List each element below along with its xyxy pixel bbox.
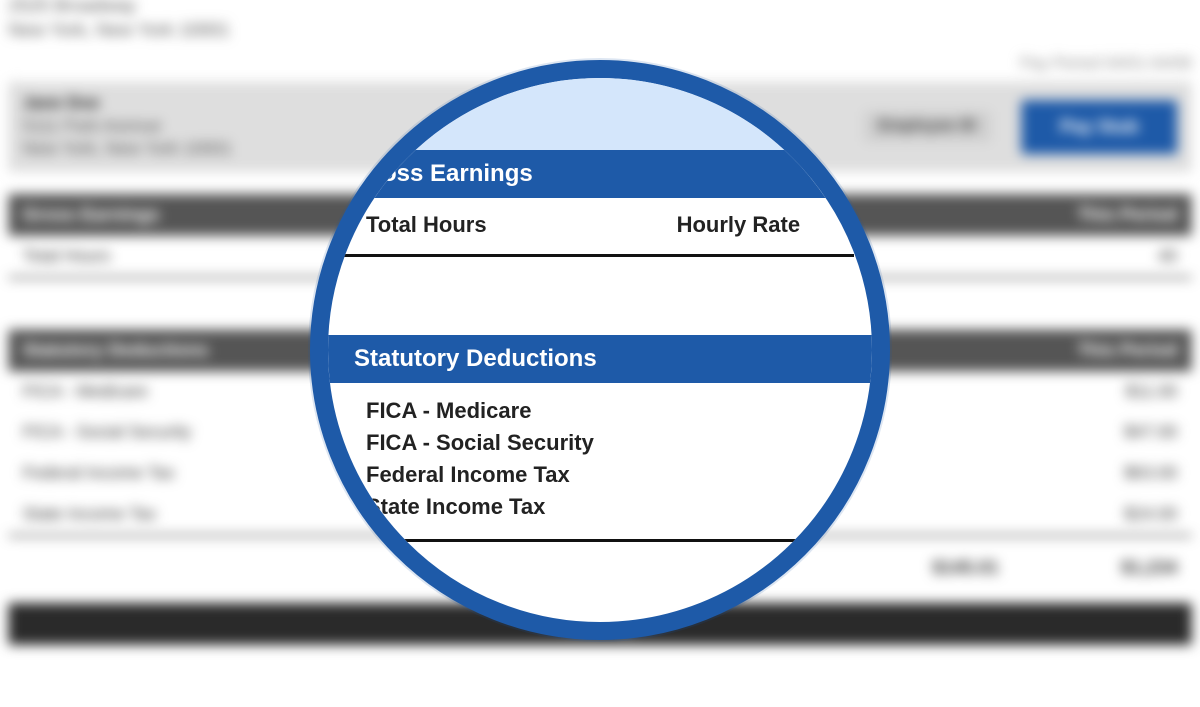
col-hourly-rate: Hourly Rate — [677, 212, 800, 238]
statutory-deductions-header: Statutory Deductions — [328, 335, 872, 383]
company-addr-line1: 2525 Broadway — [8, 0, 1191, 18]
magnifier-lens: Gross Earnings Total Hours Hourly Rate S… — [310, 60, 890, 640]
bg-gross-earnings-label: Gross Earnings — [23, 205, 160, 226]
employee-addr-line1: 5111 Park Avenue — [23, 115, 232, 138]
deductions-list: FICA - Medicare FICA - Social Security F… — [340, 383, 854, 542]
pay-period-text: Pay Period 04/01-04/08 — [1020, 55, 1191, 73]
col-total-hours: Total Hours — [366, 212, 487, 238]
pay-stub-button: Pay Stub — [1021, 100, 1177, 154]
bg-this-period-1: This Period — [1077, 205, 1177, 226]
bg-ded-3: State Income Tax — [23, 504, 157, 524]
lens-spacer — [328, 257, 872, 335]
bg-ded-2: Federal Income Tax — [23, 464, 175, 484]
company-address: 2525 Broadway New York, New York 10001 — [8, 0, 1191, 43]
bg-total-hours-label: Total Hours — [23, 246, 111, 266]
bg-sum-left: $145.01 — [932, 557, 998, 578]
bg-sum-right: $1,234 — [1121, 557, 1177, 578]
gross-earnings-columns: Total Hours Hourly Rate — [340, 198, 854, 257]
lens-top-cap — [328, 78, 872, 150]
lens-circle: Gross Earnings Total Hours Hourly Rate S… — [310, 60, 890, 640]
company-addr-line2: New York, New York 10001 — [8, 18, 1191, 43]
employee-addr-line2: New York, New York 10001 — [23, 138, 232, 161]
deduction-item: FICA - Social Security — [366, 427, 828, 459]
bg-deductions-label: Statutory Deductions — [23, 340, 209, 361]
bg-ded-0: FICA - Medicare — [23, 382, 148, 402]
deduction-item: State Income Tax — [366, 491, 828, 523]
bg-ded-1: FICA - Social Security — [23, 423, 192, 443]
gross-earnings-header: Gross Earnings — [328, 150, 872, 198]
lens-content: Gross Earnings Total Hours Hourly Rate S… — [328, 150, 872, 542]
deduction-item: FICA - Medicare — [366, 395, 828, 427]
bg-total-hours-val: 40 — [1158, 246, 1177, 266]
bg-this-period-2: This Period — [1077, 340, 1177, 361]
deduction-item: Federal Income Tax — [366, 459, 828, 491]
employee-name: Jane Doe — [23, 92, 232, 115]
